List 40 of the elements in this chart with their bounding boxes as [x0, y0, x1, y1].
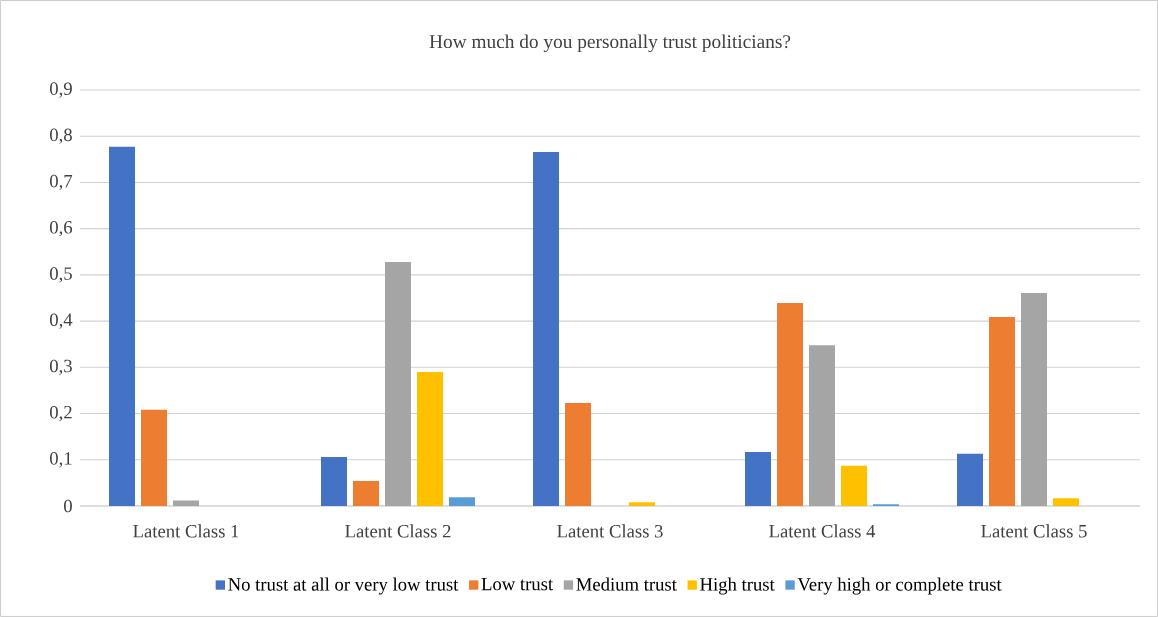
bar [777, 303, 803, 506]
y-tick-label: 0,6 [50, 221, 73, 237]
bar [173, 500, 200, 506]
y-tick-label: 0,5 [50, 267, 72, 283]
y-tick-label: 0,8 [50, 128, 72, 144]
bar [449, 497, 475, 506]
bar [809, 345, 835, 506]
y-tick-label: 0,2 [50, 405, 72, 422]
bar [1053, 498, 1079, 506]
bar [745, 451, 771, 506]
legend-label: Medium trust [576, 577, 677, 591]
y-tick-label: 0,7 [50, 174, 73, 191]
bar [417, 371, 443, 506]
y-tick-label: 0,1 [50, 452, 72, 468]
chart-title: How much do you personally trust politicians? [429, 34, 791, 53]
bar [988, 316, 1015, 506]
x-tick-label: Latent Class 4 [769, 524, 876, 538]
bar [533, 151, 559, 506]
x-tick-label: Latent Class 5 [981, 524, 1087, 538]
x-tick-label: Latent Class 2 [345, 524, 451, 538]
bar [321, 456, 348, 506]
bar [385, 261, 411, 506]
x-tick-label: Latent Class 3 [557, 524, 663, 538]
legend-label: No trust at all or very low trust [228, 577, 459, 595]
y-tick-label: 0,9 [50, 82, 72, 98]
legend-label: Very high or complete trust [797, 577, 1002, 595]
bar [1021, 292, 1047, 506]
y-tick-label: 0,4 [50, 313, 73, 329]
bar [353, 481, 380, 506]
y-tick-label: 0,3 [50, 359, 72, 375]
bar [841, 465, 867, 506]
bar [141, 409, 168, 506]
legend-label: High trust [700, 577, 775, 595]
bar [109, 146, 136, 506]
x-tick-label: Latent Class 1 [133, 524, 239, 538]
legend-label: Low trust [481, 577, 554, 591]
bar [629, 502, 655, 506]
y-tick-label: 0 [64, 499, 72, 513]
bar [565, 402, 591, 506]
bar [957, 453, 983, 506]
